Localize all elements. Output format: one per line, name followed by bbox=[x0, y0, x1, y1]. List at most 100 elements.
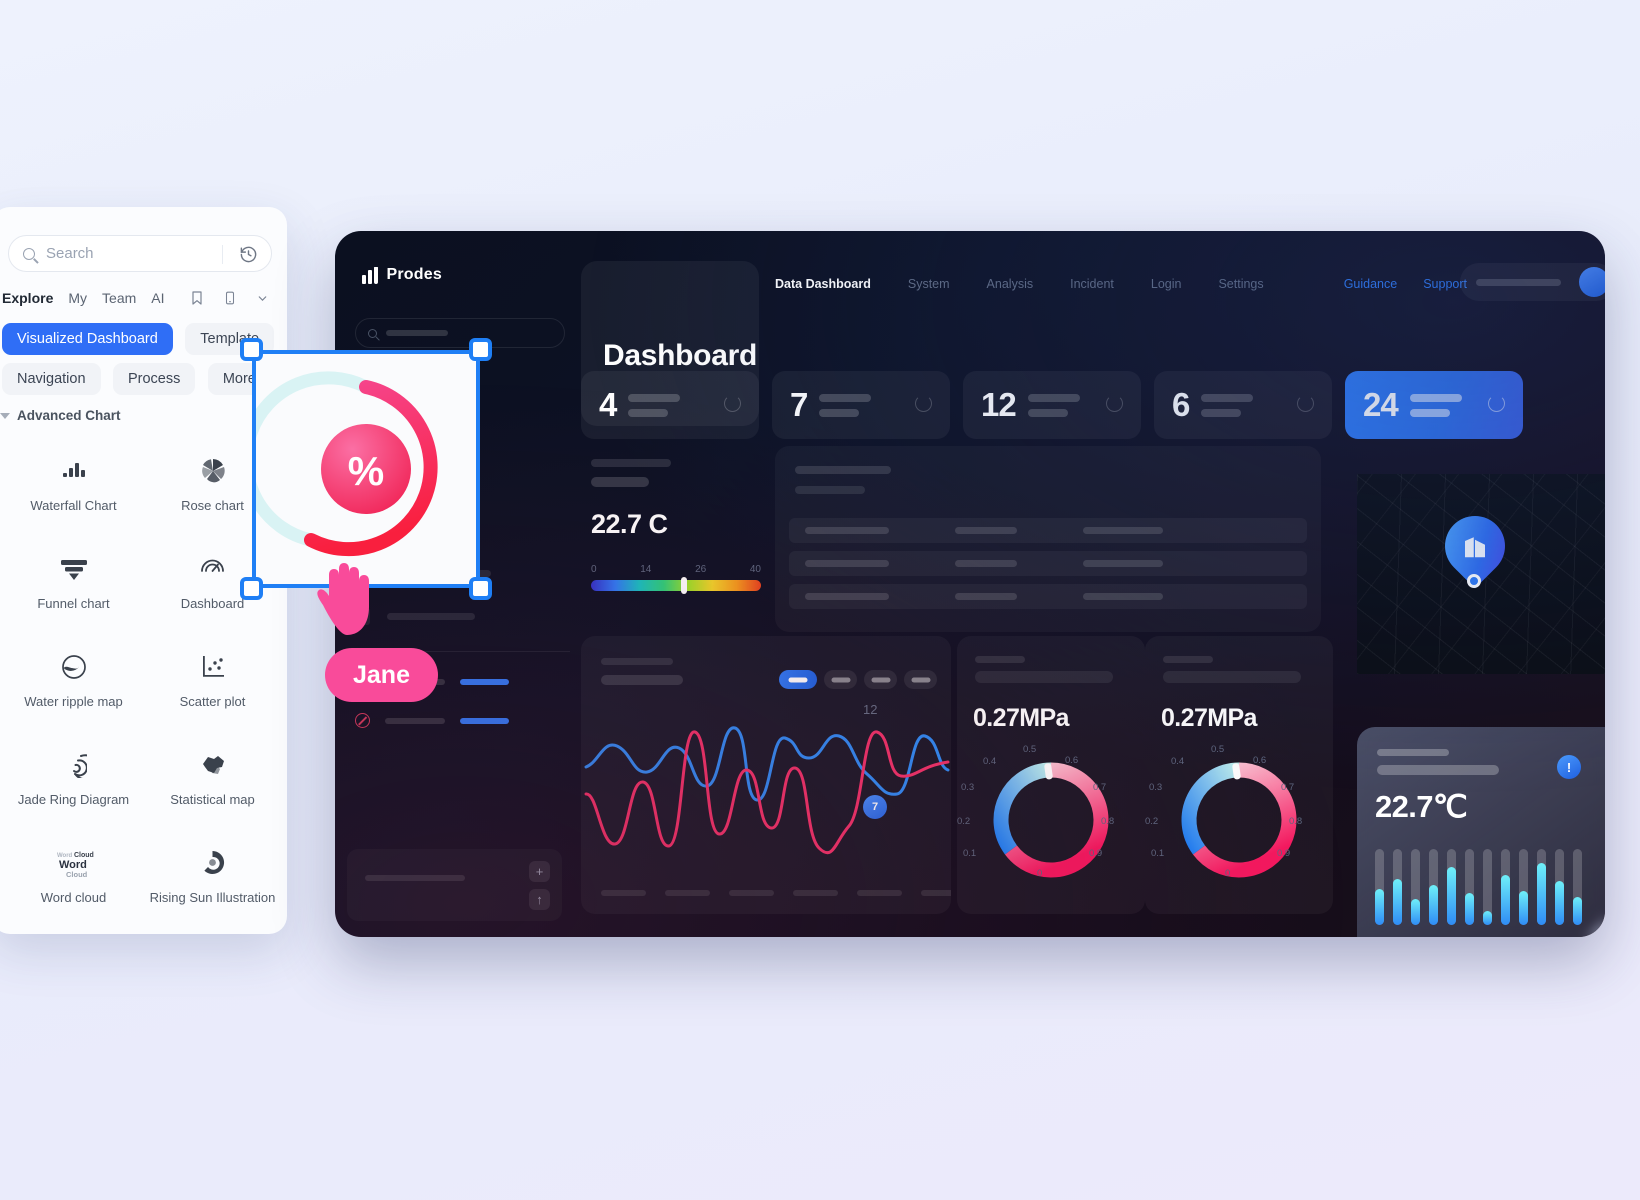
scale-tick: 40 bbox=[749, 564, 761, 575]
chart-item-jade-ring-diagram[interactable]: Jade Ring Diagram bbox=[4, 729, 143, 827]
chart-item-dashboard[interactable]: Dashboard bbox=[143, 533, 282, 631]
side-count: 12 bbox=[863, 702, 878, 717]
caret-down-icon bbox=[0, 412, 10, 419]
table-row[interactable] bbox=[789, 551, 1307, 576]
chip-navigation[interactable]: Navigation bbox=[2, 363, 101, 395]
chart-item-statistical-map[interactable]: Statistical map bbox=[143, 729, 282, 827]
chart-item-scatter-plot[interactable]: Scatter plot bbox=[143, 631, 282, 729]
nav-item-settings[interactable]: Settings bbox=[1218, 277, 1264, 291]
kpi-card[interactable]: 4 bbox=[581, 371, 759, 439]
user-name-placeholder bbox=[1476, 278, 1561, 286]
table-title-skeleton bbox=[795, 466, 891, 474]
list-item[interactable] bbox=[355, 608, 570, 625]
funnel-chart-icon bbox=[60, 554, 88, 584]
resize-handle-bottom-left[interactable] bbox=[240, 577, 263, 600]
bar-track bbox=[1555, 849, 1564, 925]
upload-icon[interactable]: ↑ bbox=[529, 889, 550, 910]
map-pin[interactable] bbox=[1432, 503, 1518, 589]
chart-range-toggle[interactable] bbox=[864, 670, 897, 689]
refresh-icon[interactable] bbox=[1106, 395, 1123, 412]
kpi-value: 24 bbox=[1363, 386, 1399, 423]
chip-visualized-dashboard[interactable]: Visualized Dashboard bbox=[2, 323, 173, 355]
gauge-tick: 0.2 bbox=[957, 816, 971, 827]
chart-item-funnel-chart[interactable]: Funnel chart bbox=[4, 533, 143, 631]
nav-item-analysis[interactable]: Analysis bbox=[986, 277, 1034, 291]
chart-item-label: Rising Sun Illustration bbox=[149, 889, 276, 905]
divider bbox=[355, 651, 570, 652]
tab-ai[interactable]: AI bbox=[151, 290, 165, 306]
scale-handle[interactable] bbox=[681, 577, 688, 594]
bar-track bbox=[1465, 849, 1474, 925]
chart-item-rising-sun-illustration[interactable]: Rising Sun Illustration bbox=[143, 827, 282, 925]
kpi-row: 4 7 12 6 24 bbox=[581, 371, 1523, 439]
refresh-icon[interactable] bbox=[915, 395, 932, 412]
kpi-card-highlighted[interactable]: 24 bbox=[1345, 371, 1523, 439]
chart-item-label: Jade Ring Diagram bbox=[17, 791, 130, 807]
refresh-icon[interactable] bbox=[1297, 395, 1314, 412]
search-divider bbox=[222, 245, 223, 264]
kpi-card[interactable]: 6 bbox=[1154, 371, 1332, 439]
selected-widget[interactable]: % bbox=[239, 338, 492, 600]
main-nav: Data Dashboard System Analysis Incident … bbox=[775, 277, 1264, 291]
nav-item-incident[interactable]: Incident bbox=[1070, 277, 1114, 291]
refresh-icon[interactable] bbox=[724, 395, 741, 412]
resize-handle-top-right[interactable] bbox=[469, 338, 492, 361]
chart-item-label: Dashboard bbox=[180, 595, 245, 611]
section-header-advanced-chart[interactable]: Advanced Chart bbox=[0, 408, 121, 423]
resize-handle-bottom-right[interactable] bbox=[469, 577, 492, 600]
glass-title-skeleton bbox=[1377, 749, 1449, 756]
history-icon[interactable] bbox=[239, 245, 258, 264]
temperature-color-scale[interactable] bbox=[591, 577, 761, 594]
user-menu[interactable] bbox=[1460, 263, 1605, 301]
tab-explore[interactable]: Explore bbox=[2, 290, 54, 306]
chart-range-toggle[interactable] bbox=[904, 670, 937, 689]
nav-item-system[interactable]: System bbox=[907, 277, 950, 291]
alert-badge[interactable]: ! bbox=[1557, 755, 1581, 779]
chart-item-rose-chart[interactable]: Rose chart bbox=[143, 435, 282, 533]
table-row[interactable] bbox=[789, 584, 1307, 609]
chevron-down-icon[interactable] bbox=[254, 289, 272, 307]
kpi-value: 6 bbox=[1172, 386, 1190, 423]
avatar[interactable] bbox=[1579, 267, 1605, 297]
gauge-tick: 0.5 bbox=[1023, 744, 1037, 755]
nav-item-login[interactable]: Login bbox=[1150, 277, 1182, 291]
refresh-icon[interactable] bbox=[1488, 395, 1505, 412]
nav-link-guidance[interactable]: Guidance bbox=[1343, 277, 1398, 291]
category-chips: Visualized Dashboard Template Navigation… bbox=[2, 323, 287, 403]
dashboard-search-input[interactable] bbox=[355, 318, 565, 348]
bar-track bbox=[1573, 849, 1582, 925]
kpi-label-skeleton bbox=[1027, 393, 1080, 417]
resize-handle-top-left[interactable] bbox=[240, 338, 263, 361]
kpi-value: 12 bbox=[981, 386, 1017, 423]
bar-track bbox=[1501, 849, 1510, 925]
kpi-card[interactable]: 12 bbox=[963, 371, 1141, 439]
chart-item-water-ripple-map[interactable]: Water ripple map bbox=[4, 631, 143, 729]
statistical-map-icon bbox=[199, 750, 227, 780]
tab-my[interactable]: My bbox=[68, 290, 88, 306]
chip-process[interactable]: Process bbox=[112, 363, 196, 395]
add-icon[interactable]: + bbox=[529, 861, 550, 882]
location-map[interactable] bbox=[1357, 474, 1605, 674]
search-input[interactable]: Search bbox=[8, 235, 272, 272]
chart-range-toggle[interactable] bbox=[824, 670, 857, 689]
bookmark-icon[interactable] bbox=[188, 289, 206, 307]
search-placeholder-bar bbox=[386, 330, 448, 336]
device-icon[interactable] bbox=[221, 289, 239, 307]
chart-item-word-cloud[interactable]: Word Cloud Word Cloud Word cloud bbox=[4, 827, 143, 925]
nav-link-support[interactable]: Support bbox=[1423, 277, 1467, 291]
temperature-scale-labels: 0 14 26 40 bbox=[591, 564, 761, 575]
gauge-title-skeleton bbox=[1163, 656, 1213, 663]
pressure-gauge-card: 0.27MPa 0.1 0.2 0.3 0.4 0.5 0. bbox=[957, 636, 1145, 914]
water-ripple-icon bbox=[61, 652, 87, 682]
list-item[interactable] bbox=[355, 713, 570, 728]
chart-item-label: Rose chart bbox=[181, 497, 244, 513]
kpi-card[interactable]: 7 bbox=[772, 371, 950, 439]
nav-item-data-dashboard[interactable]: Data Dashboard bbox=[775, 277, 871, 291]
table-row[interactable] bbox=[789, 518, 1307, 543]
chart-range-toggle-selected[interactable] bbox=[779, 670, 817, 689]
tab-team[interactable]: Team bbox=[102, 290, 137, 306]
mini-bar-chart bbox=[1375, 849, 1582, 925]
chart-item-waterfall-chart[interactable]: Waterfall Chart bbox=[4, 435, 143, 533]
svg-text:Word: Word bbox=[57, 853, 73, 859]
compose-box[interactable]: + ↑ bbox=[347, 849, 562, 921]
